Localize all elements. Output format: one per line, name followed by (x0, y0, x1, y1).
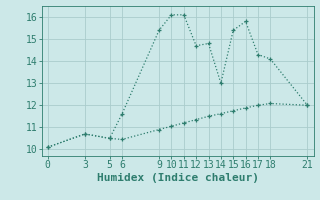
X-axis label: Humidex (Indice chaleur): Humidex (Indice chaleur) (97, 173, 259, 183)
